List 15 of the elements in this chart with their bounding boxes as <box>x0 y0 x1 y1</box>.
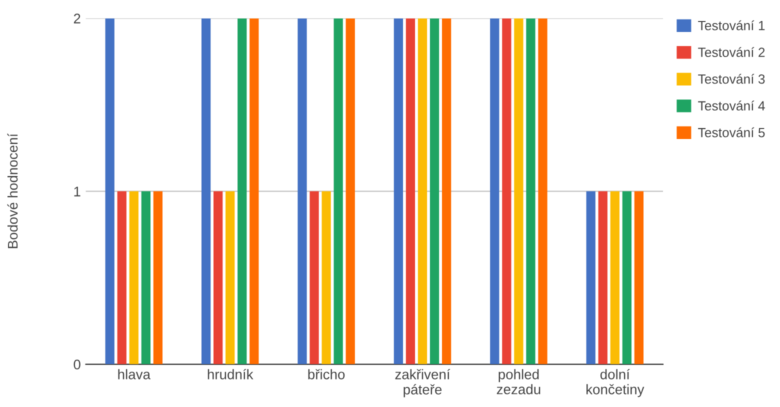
y-tick-label: 1 <box>74 186 80 196</box>
x-tick-label: břicho <box>308 369 345 380</box>
y-tick-label: 0 <box>74 360 80 370</box>
y-tick-label: 2 <box>74 14 80 24</box>
y-axis-title: Bodové hodnocení <box>7 133 18 248</box>
legend-label: Testování 2 <box>698 47 765 58</box>
x-tick-label: zakřivení páteře <box>395 368 450 398</box>
legend-label: Testování 4 <box>698 100 765 111</box>
legend-label: Testování 3 <box>698 74 765 84</box>
x-tick-label: hrudník <box>208 368 254 380</box>
legend-label: Testování 1 <box>698 20 765 30</box>
x-tick-label: pohled zezadu <box>496 369 540 394</box>
x-tick-label: dolní končetiny <box>586 368 644 398</box>
legend-label: Testování 5 <box>698 127 765 138</box>
x-tick-label: hlava <box>118 369 150 380</box>
